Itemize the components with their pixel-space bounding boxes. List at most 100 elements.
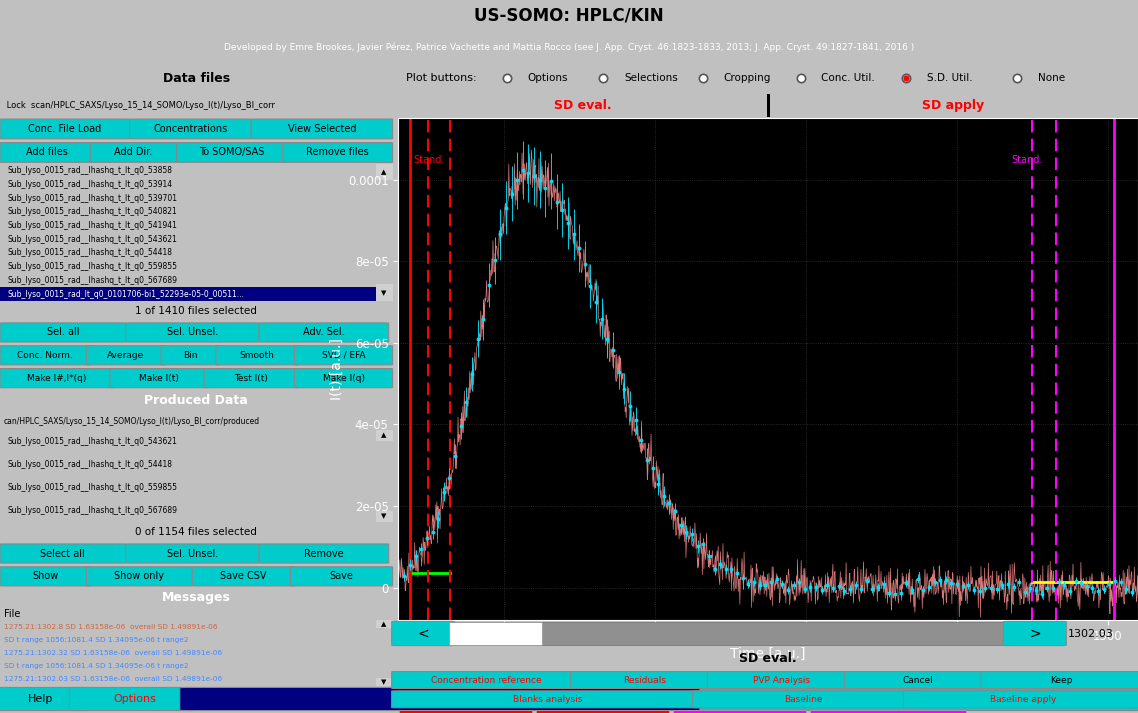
Text: ▲: ▲ <box>381 621 387 627</box>
Text: Remove: Remove <box>304 548 344 558</box>
FancyBboxPatch shape <box>981 672 1138 689</box>
Text: Concentration reference: Concentration reference <box>431 675 542 684</box>
Bar <box>376 284 393 301</box>
Text: Sub_lyso_0015_rad_lt_q0_0101706-bi1_52293e-05-0_00511...: Sub_lyso_0015_rad_lt_q0_0101706-bi1_5229… <box>8 289 245 299</box>
X-axis label: Time [a.u.]: Time [a.u.] <box>731 647 806 661</box>
FancyBboxPatch shape <box>391 691 703 708</box>
Text: Stand.: Stand. <box>413 155 445 165</box>
Text: Sub_lyso_0015_rad__lhashq_t_lt_q0_53858: Sub_lyso_0015_rad__lhashq_t_lt_q0_53858 <box>8 166 173 175</box>
Text: ▼: ▼ <box>381 679 387 685</box>
Text: Data files: Data files <box>163 72 230 85</box>
Text: Save: Save <box>330 571 354 581</box>
Text: View Selected: View Selected <box>288 124 356 134</box>
Bar <box>536 710 669 713</box>
Text: SD eval.: SD eval. <box>740 652 797 665</box>
Bar <box>673 710 806 713</box>
Text: Sub_lyso_0015_rad__lhashq_t_lt_q0_543621: Sub_lyso_0015_rad__lhashq_t_lt_q0_543621 <box>8 437 178 446</box>
FancyBboxPatch shape <box>570 672 718 689</box>
FancyBboxPatch shape <box>904 691 1138 708</box>
Text: Options: Options <box>114 694 156 704</box>
Text: 0 of 1154 files selected: 0 of 1154 files selected <box>135 527 257 537</box>
Text: Concentrations: Concentrations <box>154 124 228 134</box>
Y-axis label: I(t) [a.u.]: I(t) [a.u.] <box>330 339 344 400</box>
FancyBboxPatch shape <box>295 346 393 365</box>
Text: Baseline apply: Baseline apply <box>990 694 1056 704</box>
Text: SVD / EFA: SVD / EFA <box>322 351 365 360</box>
Bar <box>450 622 542 645</box>
Text: Stand.: Stand. <box>1012 155 1042 165</box>
FancyBboxPatch shape <box>176 143 287 163</box>
Text: Sel. Unsel.: Sel. Unsel. <box>167 327 218 337</box>
Text: Make I(t): Make I(t) <box>139 374 179 383</box>
Text: Help: Help <box>27 694 53 704</box>
FancyBboxPatch shape <box>844 672 992 689</box>
Text: Conc. Util.: Conc. Util. <box>822 73 875 83</box>
Text: Show only: Show only <box>115 571 164 581</box>
Text: 1302.03: 1302.03 <box>1069 628 1114 639</box>
FancyBboxPatch shape <box>391 621 454 646</box>
Bar <box>399 710 533 713</box>
Text: Developed by Emre Brookes, Javier Pérez, Patrice Vachette and Mattia Rocco (see : Developed by Emre Brookes, Javier Pérez,… <box>224 42 914 52</box>
Text: File: File <box>3 609 20 619</box>
Text: Adv. Sel.: Adv. Sel. <box>303 327 345 337</box>
Text: 1275.21:1302.8 SD 1.63158e-06  overall SD 1.49891e-06: 1275.21:1302.8 SD 1.63158e-06 overall SD… <box>3 624 217 630</box>
FancyBboxPatch shape <box>192 567 295 586</box>
Text: US-SOMO: HPLC/KIN: US-SOMO: HPLC/KIN <box>475 6 663 25</box>
Text: Bin: Bin <box>183 351 198 360</box>
FancyBboxPatch shape <box>160 346 220 365</box>
FancyBboxPatch shape <box>0 687 90 711</box>
Text: 1275.21:1302.32 SD 1.63158e-06  overall SD 1.49891e-06: 1275.21:1302.32 SD 1.63158e-06 overall S… <box>3 650 222 656</box>
Text: Add files: Add files <box>26 148 68 158</box>
Text: 100%: 100% <box>432 692 468 705</box>
Text: PVP Analysis: PVP Analysis <box>753 675 810 684</box>
FancyBboxPatch shape <box>86 567 192 586</box>
FancyBboxPatch shape <box>282 143 393 163</box>
FancyBboxPatch shape <box>86 346 165 365</box>
Text: 1275.21:1302.03 SD 1.63158e-06  overall SD 1.49891e-06: 1275.21:1302.03 SD 1.63158e-06 overall S… <box>3 677 222 682</box>
Text: Blanks analysis: Blanks analysis <box>513 694 583 704</box>
Text: Remove files: Remove files <box>306 148 369 158</box>
FancyBboxPatch shape <box>180 687 720 711</box>
Text: SD t range 1056:1081.4 SD 1.34095e-06 t range2: SD t range 1056:1081.4 SD 1.34095e-06 t … <box>3 637 189 643</box>
Text: ▼: ▼ <box>381 513 387 519</box>
FancyBboxPatch shape <box>259 544 389 563</box>
FancyBboxPatch shape <box>69 687 200 711</box>
Text: ▲: ▲ <box>381 169 387 175</box>
FancyBboxPatch shape <box>290 567 393 586</box>
Text: Sub_lyso_0015_rad__lhashq_t_lt_q0_540821: Sub_lyso_0015_rad__lhashq_t_lt_q0_540821 <box>8 207 178 217</box>
Text: >: > <box>1029 627 1040 640</box>
Text: To SOMO/SAS: To SOMO/SAS <box>199 148 264 158</box>
Text: Sub_lyso_0015_rad__lhashq_t_lt_q0_559855: Sub_lyso_0015_rad__lhashq_t_lt_q0_559855 <box>8 483 178 492</box>
Text: Sel. all: Sel. all <box>47 327 79 337</box>
FancyBboxPatch shape <box>1004 621 1066 646</box>
Text: ▲: ▲ <box>381 433 387 438</box>
Text: Save CSV: Save CSV <box>220 571 266 581</box>
Text: Sub_lyso_0015_rad__lhashq_t_lt_q0_543621: Sub_lyso_0015_rad__lhashq_t_lt_q0_543621 <box>8 235 178 244</box>
Text: Make I#,I*(q): Make I#,I*(q) <box>27 374 86 383</box>
FancyBboxPatch shape <box>251 119 393 139</box>
Text: None: None <box>1038 73 1065 83</box>
Text: Messages: Messages <box>162 591 231 604</box>
FancyBboxPatch shape <box>0 567 90 586</box>
Text: Show: Show <box>32 571 58 581</box>
Text: Plot buttons:: Plot buttons: <box>405 73 477 83</box>
Bar <box>376 511 393 522</box>
Text: SD t range 1056:1081.4 SD 1.34095e-06 t range2: SD t range 1056:1081.4 SD 1.34095e-06 t … <box>3 663 189 670</box>
FancyBboxPatch shape <box>708 672 856 689</box>
FancyBboxPatch shape <box>295 369 393 388</box>
FancyBboxPatch shape <box>700 687 1138 711</box>
Text: Options: Options <box>528 73 568 83</box>
Text: Cancel: Cancel <box>902 675 933 684</box>
Bar <box>376 164 393 180</box>
Text: Sel. Unsel.: Sel. Unsel. <box>167 548 218 558</box>
FancyBboxPatch shape <box>0 323 125 342</box>
FancyBboxPatch shape <box>0 143 94 163</box>
Text: Conc. File Load: Conc. File Load <box>28 124 101 134</box>
Text: Baseline: Baseline <box>784 694 823 704</box>
FancyBboxPatch shape <box>216 346 298 365</box>
FancyBboxPatch shape <box>693 691 915 708</box>
Text: ▼: ▼ <box>381 289 387 296</box>
FancyBboxPatch shape <box>0 369 114 388</box>
FancyBboxPatch shape <box>0 346 90 365</box>
Text: Residuals: Residuals <box>624 675 666 684</box>
